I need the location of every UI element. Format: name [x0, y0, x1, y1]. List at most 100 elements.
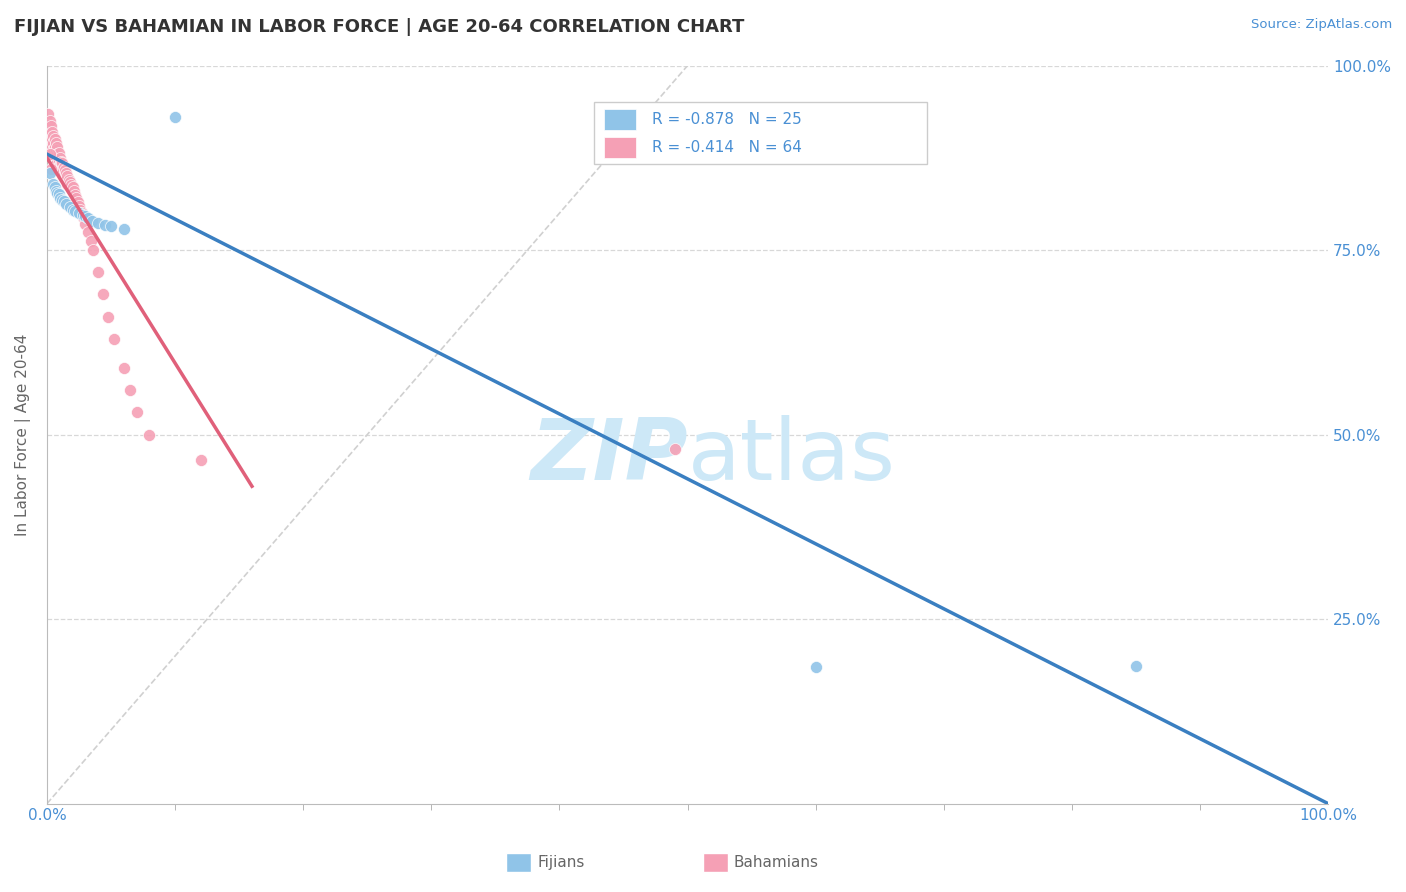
Point [51, 163, 73, 178]
Point [664, 442, 686, 457]
Point [48, 187, 70, 202]
Point [100, 219, 122, 234]
Point [39, 127, 62, 141]
Point [49, 161, 72, 176]
Point [63, 204, 86, 219]
Point [44, 180, 66, 194]
Point [75, 217, 97, 231]
FancyBboxPatch shape [605, 109, 637, 130]
Point [93, 287, 115, 301]
Point [66, 195, 89, 210]
Text: atlas: atlas [688, 416, 896, 499]
Point [63, 184, 86, 198]
Point [55, 166, 77, 180]
Point [41, 125, 63, 139]
Point [190, 453, 212, 467]
Point [38, 125, 60, 139]
Point [38, 166, 60, 180]
Point [44, 147, 66, 161]
Point [44, 132, 66, 146]
Point [46, 147, 69, 161]
Text: R = -0.878   N = 25: R = -0.878 N = 25 [652, 112, 801, 127]
Text: Bahamians: Bahamians [734, 855, 818, 870]
Point [67, 206, 90, 220]
Point [58, 173, 80, 187]
Text: Source: ZipAtlas.com: Source: ZipAtlas.com [1251, 18, 1392, 31]
Text: FIJIAN VS BAHAMIAN IN LABOR FORCE | AGE 20-64 CORRELATION CHART: FIJIAN VS BAHAMIAN IN LABOR FORCE | AGE … [14, 18, 744, 36]
Point [44, 140, 66, 154]
Point [37, 118, 59, 132]
Point [39, 134, 62, 148]
FancyBboxPatch shape [593, 102, 927, 164]
Text: R = -0.414   N = 64: R = -0.414 N = 64 [652, 140, 801, 155]
Point [87, 216, 110, 230]
Point [138, 427, 160, 442]
Point [38, 147, 60, 161]
Point [48, 145, 70, 160]
Point [63, 187, 86, 202]
Point [46, 186, 69, 200]
Point [59, 175, 82, 189]
Point [97, 310, 120, 324]
Point [72, 210, 94, 224]
Point [1125, 658, 1147, 673]
Point [82, 243, 104, 257]
Point [49, 191, 72, 205]
Point [53, 163, 76, 178]
Point [56, 169, 79, 184]
Point [52, 168, 75, 182]
Point [52, 194, 75, 209]
Point [51, 156, 73, 170]
Point [41, 132, 63, 146]
Point [80, 213, 103, 227]
Point [56, 177, 79, 191]
Point [165, 110, 187, 124]
Point [39, 119, 62, 133]
Point [38, 114, 60, 128]
Point [62, 202, 84, 217]
Point [125, 405, 148, 419]
Point [42, 144, 65, 158]
Point [46, 154, 69, 169]
Point [49, 158, 72, 172]
Point [41, 140, 63, 154]
Point [55, 197, 77, 211]
Point [87, 265, 110, 279]
Point [48, 153, 70, 167]
Point [77, 211, 100, 226]
Point [79, 234, 101, 248]
Point [55, 173, 77, 187]
Point [42, 177, 65, 191]
Point [93, 218, 115, 232]
Point [60, 178, 83, 193]
Point [72, 208, 94, 222]
Point [37, 106, 59, 120]
Point [804, 660, 827, 674]
Point [49, 154, 72, 169]
Point [42, 128, 65, 143]
Point [62, 180, 84, 194]
Point [51, 193, 73, 207]
Point [42, 136, 65, 150]
Point [69, 202, 91, 217]
Point [52, 161, 75, 175]
Point [112, 222, 135, 236]
Text: ZIP: ZIP [530, 416, 688, 499]
Point [120, 384, 142, 398]
Point [77, 225, 100, 239]
Point [46, 140, 69, 154]
Point [75, 209, 97, 223]
Point [49, 151, 72, 165]
Point [45, 184, 67, 198]
Point [39, 161, 62, 176]
Point [59, 200, 82, 214]
FancyBboxPatch shape [605, 137, 637, 158]
Point [65, 191, 87, 205]
Point [70, 206, 93, 220]
Point [67, 199, 90, 213]
Text: Fijians: Fijians [537, 855, 585, 870]
Point [45, 136, 67, 150]
Point [103, 332, 125, 346]
Point [112, 361, 135, 376]
Y-axis label: In Labor Force | Age 20-64: In Labor Force | Age 20-64 [15, 334, 31, 536]
